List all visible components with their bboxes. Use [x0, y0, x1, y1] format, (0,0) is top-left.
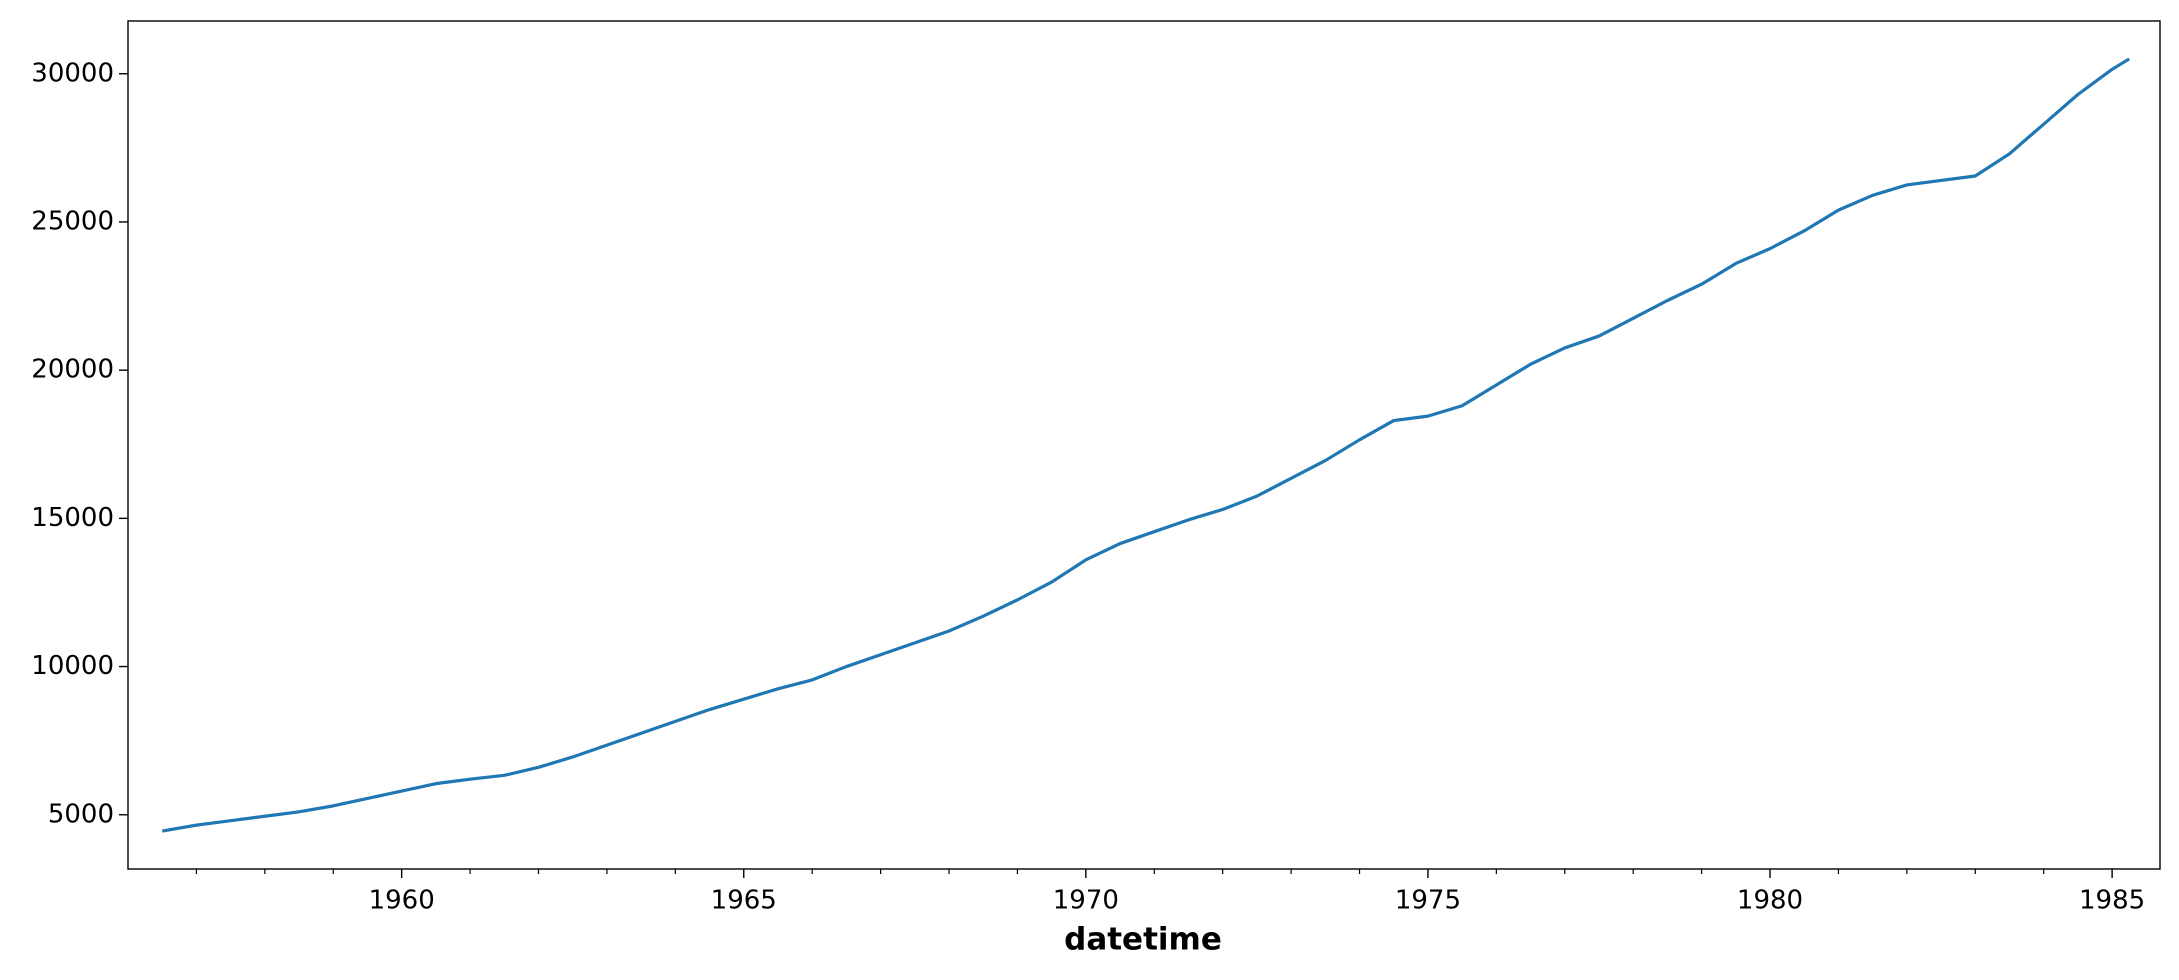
y-tick-label: 15000: [31, 503, 114, 533]
x-tick-label: 1985: [2079, 886, 2145, 916]
x-tick-label: 1960: [369, 886, 435, 916]
plot-frame: [127, 20, 2161, 870]
x-tick-label: 1970: [1053, 886, 1119, 916]
y-tick-label: 20000: [31, 355, 114, 385]
x-tick-label: 1980: [1737, 886, 1803, 916]
x-axis-label: datetime: [1064, 922, 1222, 958]
y-tick-label: 5000: [48, 799, 114, 829]
y-tick-label: 10000: [31, 651, 114, 681]
y-tick-label: 30000: [31, 58, 114, 88]
x-tick-label: 1965: [711, 886, 777, 916]
line: [161, 57, 2131, 833]
x-tick-label: 1975: [1395, 886, 1461, 916]
y-tick-label: 25000: [31, 206, 114, 236]
